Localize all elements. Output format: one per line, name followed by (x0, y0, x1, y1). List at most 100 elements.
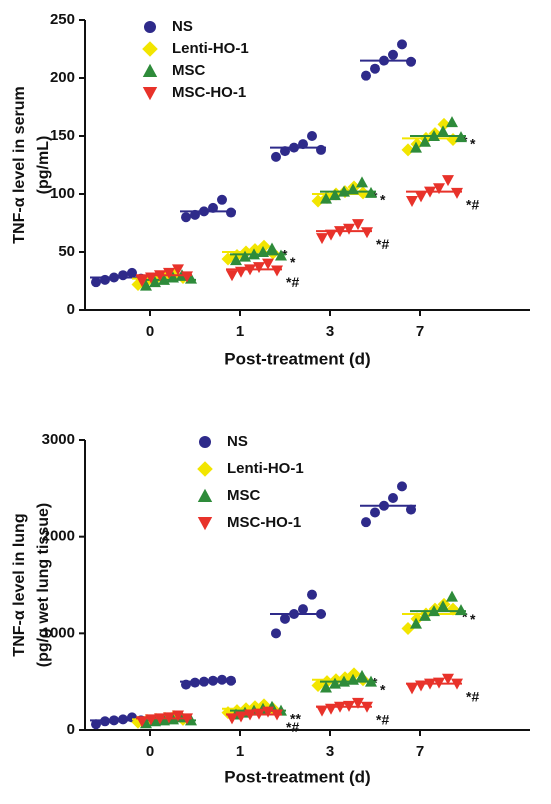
x-tick-label: 0 (146, 743, 154, 760)
data-point (118, 270, 128, 281)
x-tick-label: 3 (326, 323, 334, 340)
significance-label: * (470, 136, 476, 152)
data-point (415, 680, 427, 692)
data-point (298, 604, 308, 615)
data-point (419, 609, 431, 621)
y-tick-label: 50 (58, 243, 75, 260)
data-point (406, 683, 418, 695)
data-point (406, 56, 416, 67)
legend-marker (142, 87, 158, 101)
data-point (419, 135, 431, 147)
data-point (370, 63, 380, 74)
data-point (406, 504, 416, 515)
data-point (388, 49, 398, 60)
significance-label: *# (376, 236, 389, 252)
y-tick-label: 0 (67, 301, 75, 318)
x-tick-label: 7 (416, 743, 424, 760)
data-point (401, 143, 415, 157)
data-point (361, 517, 371, 528)
data-point (145, 714, 157, 726)
x-tick-label: 1 (236, 323, 244, 340)
data-point (356, 176, 368, 188)
x-tick-label: 3 (326, 743, 334, 760)
significance-label: *# (376, 712, 389, 728)
significance-label: * (380, 681, 386, 697)
y-tick-label: 0 (67, 721, 75, 738)
data-point (271, 265, 283, 277)
data-point (172, 710, 184, 722)
legend-marker (199, 436, 211, 448)
x-tick-label: 7 (416, 323, 424, 340)
legend-marker (197, 517, 213, 531)
data-point (446, 602, 460, 616)
data-point (433, 183, 445, 195)
data-point (271, 151, 281, 162)
data-point (370, 507, 380, 518)
data-point (316, 144, 326, 155)
legend-marker (142, 41, 158, 57)
data-point (307, 589, 317, 600)
data-point (316, 705, 328, 717)
data-point (410, 617, 422, 629)
y-axis-label: TNF-α level in serum (11, 86, 28, 243)
legend-marker (142, 63, 158, 77)
y-tick-label: 150 (50, 127, 75, 144)
data-point (329, 677, 341, 689)
data-point (217, 674, 227, 685)
y-axis-label: (pg/g wet lung tissue) (35, 503, 52, 667)
data-point (226, 713, 238, 725)
data-point (388, 493, 398, 503)
y-tick-label: 100 (50, 185, 75, 202)
significance-label: *# (286, 274, 299, 290)
data-point (280, 613, 290, 624)
data-point (397, 481, 407, 492)
data-point (140, 717, 152, 729)
data-point (415, 191, 427, 203)
data-point (262, 258, 274, 270)
legend-marker (197, 488, 213, 502)
significance-label: ** (290, 710, 301, 726)
data-point (217, 194, 227, 205)
data-point (437, 600, 449, 612)
data-point (136, 276, 148, 287)
data-point (230, 254, 242, 266)
y-tick-label: 2000 (42, 528, 75, 545)
data-point (356, 669, 368, 681)
data-point (181, 212, 191, 223)
significance-label: * (380, 191, 386, 207)
data-point (140, 279, 152, 291)
legend-marker (197, 461, 213, 477)
legend-label: Lenti-HO-1 (172, 40, 249, 57)
x-tick-label: 1 (236, 743, 244, 760)
data-point (442, 175, 454, 187)
data-point (172, 264, 184, 276)
data-point (320, 681, 332, 693)
x-axis-label: Post-treatment (d) (224, 767, 370, 786)
data-point (149, 276, 161, 288)
data-point (262, 706, 274, 718)
data-point (127, 267, 137, 278)
significance-label: * (290, 254, 296, 270)
data-point (226, 207, 236, 218)
data-point (91, 277, 101, 288)
data-point (406, 195, 418, 207)
data-point (239, 250, 251, 262)
data-point (163, 267, 175, 279)
significance-label: *# (466, 688, 479, 704)
data-point (347, 667, 361, 681)
y-tick-label: 250 (50, 11, 75, 28)
y-tick-label: 200 (50, 69, 75, 86)
data-point (446, 590, 458, 602)
data-point (271, 628, 281, 639)
data-point (442, 673, 454, 685)
data-point (257, 239, 271, 253)
data-point (329, 189, 341, 201)
data-point (361, 70, 371, 81)
data-point (226, 270, 238, 282)
data-point (343, 223, 355, 235)
data-point (100, 274, 110, 285)
legend-label: MSC-HO-1 (227, 514, 301, 531)
data-point (325, 229, 337, 241)
data-point (325, 703, 337, 715)
significance-label: *# (466, 196, 479, 212)
